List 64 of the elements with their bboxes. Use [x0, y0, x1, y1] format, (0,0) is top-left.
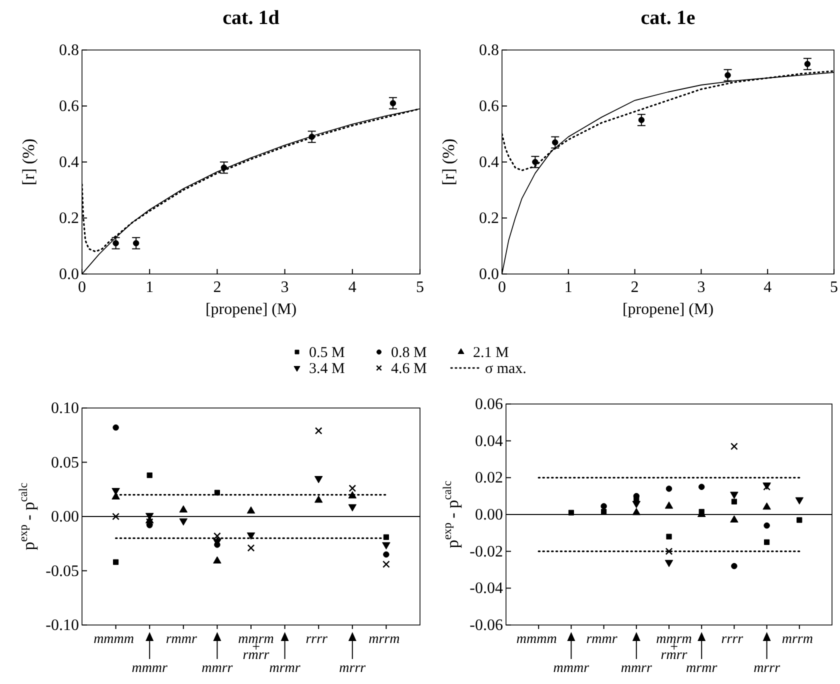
y-tick-label: 0.4 [59, 154, 79, 171]
x-tick-label: mrmr [686, 661, 718, 676]
x-tick-label: 1 [146, 279, 154, 296]
y-tick-label: 0.00 [475, 506, 503, 524]
x-tick-label: 2 [213, 279, 222, 296]
x-tick-label: mmmr [132, 661, 168, 676]
x-tick-label: 3 [280, 279, 289, 296]
y-tick-label: -0.06 [470, 617, 503, 634]
y-tick-label: 0.05 [51, 454, 79, 472]
x-tick-label: 4 [764, 279, 772, 296]
x-tick-label: 3 [697, 279, 706, 296]
y-tick-label: 0.6 [479, 98, 499, 115]
x-tick-label: mmrr [202, 661, 234, 676]
x-tick-label: rrrr [306, 632, 328, 647]
x-tick-label: mmmm [94, 632, 134, 647]
x-tick-label: 1 [564, 279, 572, 296]
y-tick-label: 0.4 [479, 154, 499, 171]
x-tick-label: 5 [830, 279, 838, 296]
y-tick-label: 0.0 [59, 266, 79, 283]
x-tick-label: 2 [630, 279, 639, 296]
x-tick-label: 0 [498, 279, 506, 296]
y-tick-label: 0.04 [475, 432, 503, 450]
x-tick-label: mmmm [516, 632, 557, 647]
x-axis-title: [propene] (M) [622, 301, 714, 318]
x-tick-label: mrmr [269, 661, 301, 676]
x-tick-label: rrrr [721, 632, 744, 647]
y-tick-label: 0.8 [59, 42, 79, 59]
y-tick-label: 0.6 [59, 98, 79, 115]
x-tick-label: mrrr [339, 661, 366, 676]
legend-label: 4.6 M [391, 361, 427, 377]
y-tick-label: 0.8 [479, 42, 499, 59]
y-tick-label: 0.2 [479, 210, 499, 227]
x-tick-label: mmrr [620, 661, 653, 676]
x-tick-label: rmmr [166, 632, 198, 647]
y-tick-label: 0.06 [475, 396, 503, 413]
x-tick-label: 4 [348, 279, 356, 296]
y-tick-label: 0.0 [479, 266, 499, 283]
y-axis-title: [r] (%) [19, 138, 38, 186]
x-tick-label: mmrm + rmrr [238, 632, 274, 663]
legend-label: 2.1 M [473, 345, 509, 361]
y-tick-label: 0.2 [59, 210, 79, 227]
y-tick-label: -0.10 [46, 617, 79, 634]
chart-title: cat. 1d [222, 7, 280, 29]
y-tick-label: -0.05 [46, 562, 79, 580]
y-tick-label: 0.10 [51, 400, 79, 417]
y-tick-label: 0.02 [475, 470, 503, 487]
legend-label: 3.4 M [309, 361, 345, 377]
legend-label: 0.8 M [391, 345, 427, 361]
x-tick-label: mrrm [368, 632, 400, 647]
x-tick-label: mrrm [782, 632, 813, 647]
x-tick-label: 0 [78, 279, 86, 296]
x-tick-label: mmmr [553, 661, 590, 676]
y-tick-label: -0.02 [470, 543, 503, 560]
x-tick-label: rmmr [586, 632, 618, 647]
x-tick-label: mmrm + rmrr [656, 632, 692, 663]
y-tick-label: -0.04 [470, 580, 503, 598]
x-axis-title: [propene] (M) [205, 301, 297, 318]
y-axis-title: [r] (%) [439, 138, 458, 186]
y-tick-label: 0.00 [51, 508, 79, 526]
legend-label: 0.5 M [309, 345, 345, 361]
x-tick-label: 5 [416, 279, 424, 296]
x-tick-label: mrrr [754, 661, 781, 676]
chart-title: cat. 1e [640, 7, 696, 29]
legend-label: σ max. [485, 361, 526, 377]
